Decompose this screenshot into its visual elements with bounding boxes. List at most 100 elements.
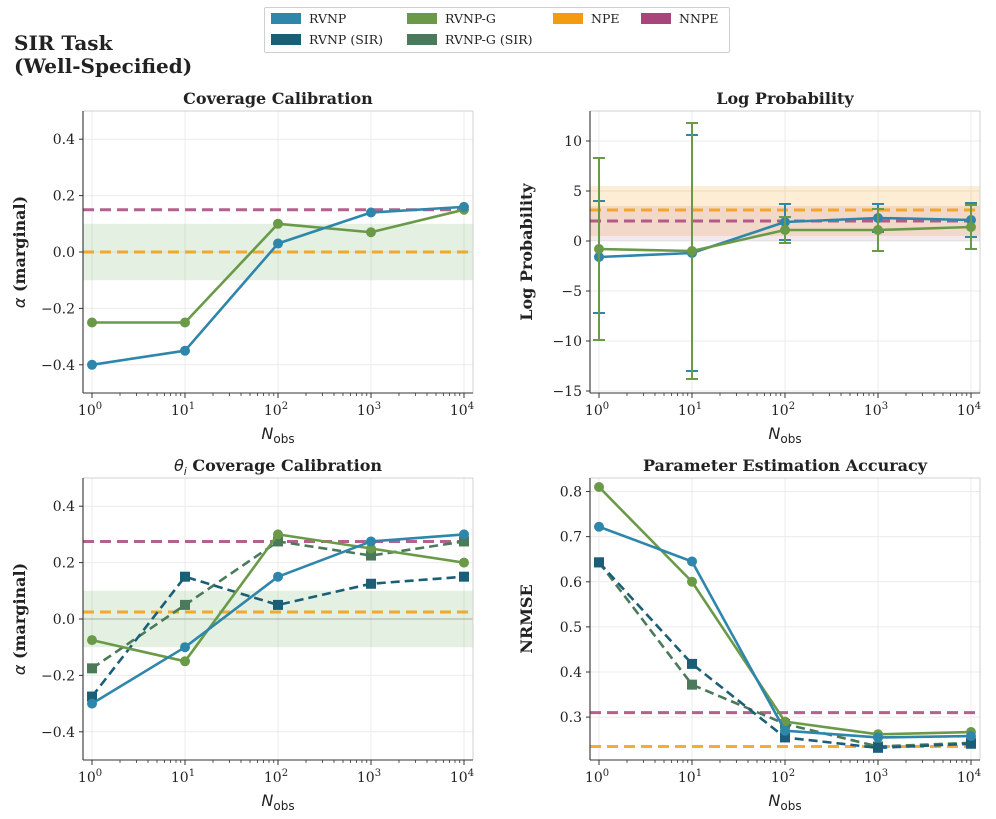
xtick-exponent: 1 (189, 768, 195, 779)
figure-title: SIR Task (Well-Specified) (14, 32, 192, 78)
point-rvnp-g (594, 244, 605, 254)
legend-label-nnpe: NNPE (679, 11, 719, 26)
point-rvnp-g (365, 227, 376, 238)
y-axis-label-rest: (marginal) (10, 196, 29, 298)
point-rvnp-sir (180, 571, 191, 582)
legend: RVNP RVNP (SIR) RVNP-G RVNP-G (SIR) NPE … (264, 7, 730, 53)
xtick-exponent: 3 (882, 401, 888, 412)
point-rvnp-g-sir (687, 679, 698, 690)
point-rvnp-g (273, 529, 283, 540)
ytick-label: 0.2 (53, 556, 75, 572)
xtick-label: 102 (771, 768, 795, 786)
figure-title-line-1: SIR Task (14, 31, 113, 55)
point-rvnp-g (965, 222, 976, 232)
point-rvnp-g (273, 218, 283, 229)
point-rvnp-sir (594, 557, 605, 568)
xtick-exponent: 1 (189, 401, 195, 412)
legend-label-rvnpg: RVNP-G (445, 11, 496, 26)
ytick-label: 0.5 (560, 620, 582, 636)
ytick-label: 0.4 (53, 499, 75, 515)
series-line-rvnp-sir (90, 575, 465, 698)
ytick-label: −15 (552, 384, 582, 400)
ytick-label: 0.7 (560, 530, 582, 546)
title-theta: θ (174, 456, 184, 475)
ytick-label: −0.4 (41, 725, 75, 741)
xtick-label: 101 (678, 401, 702, 419)
legend-item-npe: NPE (553, 11, 619, 26)
point-rvnp-sir (273, 599, 283, 610)
point-rvnp (180, 642, 191, 653)
x-axis-label-main: N (768, 424, 780, 443)
ytick-label: 10 (564, 134, 582, 150)
point-rvnp (180, 345, 191, 356)
ytick-label: −0.2 (41, 301, 75, 317)
point-rvnp (458, 529, 469, 540)
point-rvnp (273, 238, 283, 249)
xtick-exponent: 2 (282, 768, 288, 779)
xtick-exponent: 3 (375, 768, 381, 779)
ytick-label: 0 (573, 234, 582, 250)
xtick-exponent: 2 (789, 768, 795, 779)
legend-item-nnpe: NNPE (641, 11, 718, 26)
legend-label-rvnp-sir: RVNP (SIR) (309, 32, 383, 47)
legend-swatch-rvnpg (407, 13, 437, 24)
point-rvnp (87, 359, 98, 370)
point-rvnp-sir (87, 691, 98, 702)
point-rvnp-g (87, 635, 98, 646)
xtick-label: 104 (957, 401, 981, 419)
ytick-label: −0.4 (41, 358, 75, 374)
x-axis-label: Nobs (261, 424, 294, 446)
y-axis-label: α (marginal) (10, 196, 29, 308)
xtick-label: 102 (771, 401, 795, 419)
xtick-label: 101 (171, 768, 195, 786)
x-axis-label-main: N (261, 424, 273, 443)
legend-swatch-nnpe (641, 13, 671, 24)
legend-item-rvnp-sir: RVNP (SIR) (271, 32, 383, 47)
point-rvnp-g (594, 482, 605, 493)
x-axis-label-main: N (261, 791, 273, 810)
ytick-label: −5 (561, 284, 582, 300)
xtick-exponent: 1 (696, 401, 702, 412)
point-rvnp-g (365, 543, 376, 554)
x-axis-label-sub: obs (780, 799, 801, 813)
point-rvnp (687, 556, 698, 567)
figure-title-line-2: (Well-Specified) (14, 54, 193, 78)
point-rvnp (872, 732, 883, 743)
point-rvnp (780, 725, 790, 736)
y-axis-label-alpha: α (10, 297, 29, 308)
title-rest: Coverage Calibration (187, 456, 383, 475)
x-axis-label-sub: obs (273, 799, 294, 813)
legend-swatch-npe (553, 13, 583, 24)
ytick-label: −10 (552, 334, 582, 350)
ytick-label: −0.2 (41, 668, 75, 684)
ytick-label: 0.0 (53, 245, 75, 261)
point-rvnp-g-sir (87, 663, 98, 674)
point-rvnp-g-sir (273, 536, 283, 547)
xtick-exponent: 0 (603, 401, 609, 412)
legend-item-rvnp: RVNP (271, 11, 346, 26)
xtick-exponent: 0 (96, 768, 102, 779)
ytick-label: 0.6 (560, 575, 582, 591)
point-rvnp-sir (365, 578, 376, 589)
xtick-label: 100 (585, 768, 609, 786)
point-rvnp-sir (458, 571, 469, 582)
point-rvnp-g (872, 225, 883, 235)
xtick-label: 104 (957, 768, 981, 786)
legend-item-rvnpg: RVNP-G (407, 11, 496, 26)
xtick-exponent: 4 (975, 768, 981, 779)
xtick-label: 100 (78, 768, 102, 786)
panel-title: θi Coverage Calibration (174, 456, 382, 478)
point-rvnp-sir (872, 742, 883, 753)
x-axis-label: Nobs (768, 424, 801, 446)
x-axis-label-sub: obs (273, 432, 294, 446)
ytick-label: 5 (573, 184, 582, 200)
point-rvnp (273, 571, 283, 582)
xtick-exponent: 0 (96, 401, 102, 412)
ytick-label: 0.2 (53, 189, 75, 205)
point-rvnp (965, 731, 976, 742)
xtick-label: 103 (864, 768, 888, 786)
point-rvnp-g (687, 576, 698, 587)
